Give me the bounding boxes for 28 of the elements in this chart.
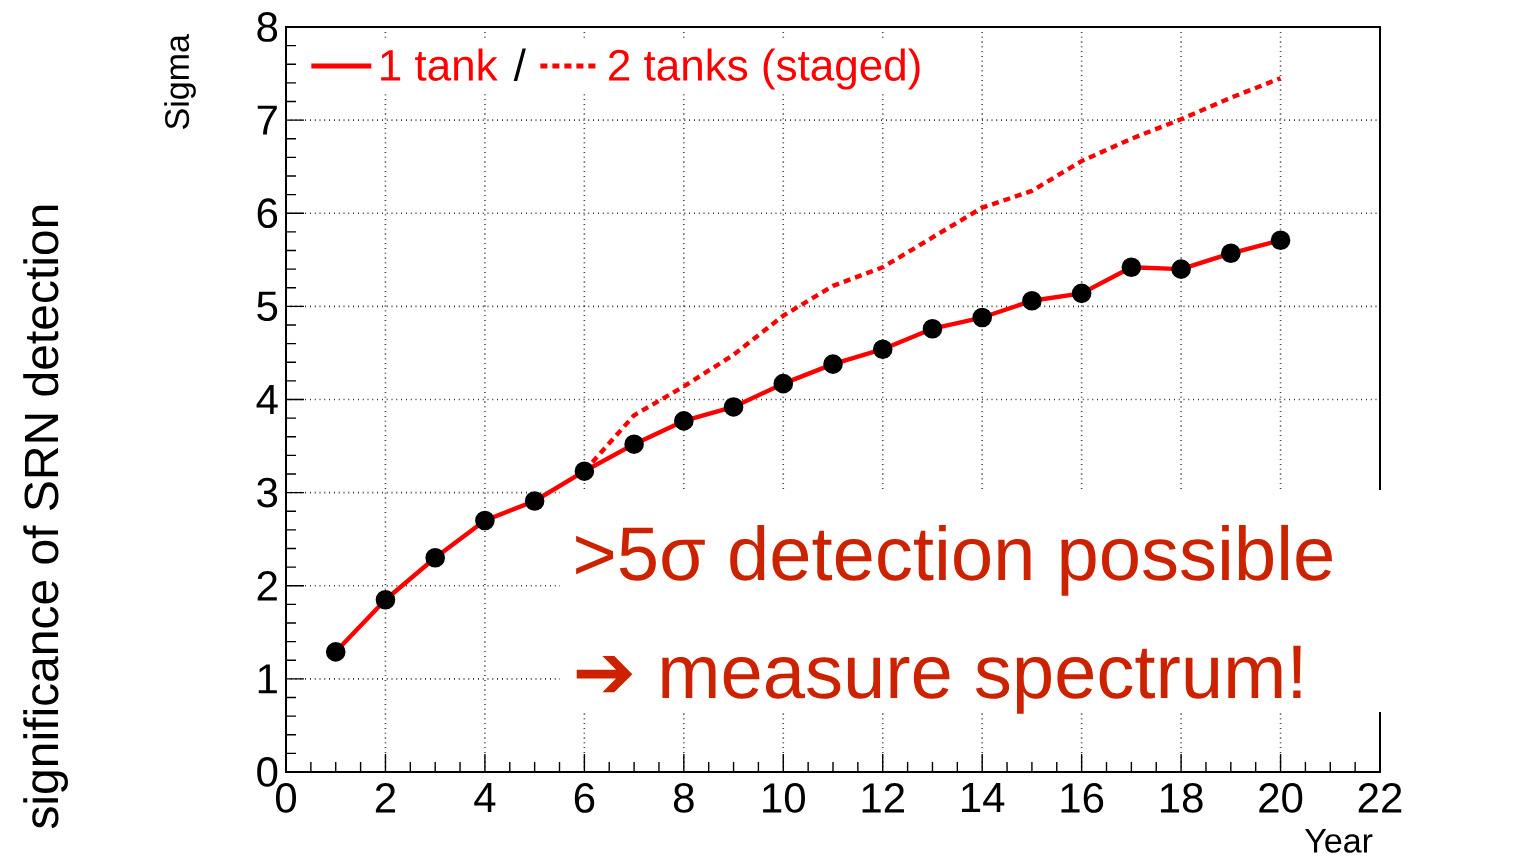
- x-tick-label: 22: [1358, 783, 1402, 813]
- x-tick-label: 4: [474, 783, 496, 812]
- annotation: /: [513, 48, 526, 81]
- y-tick-label: 3: [257, 477, 278, 508]
- legend-label: 1 tank: [381, 48, 498, 81]
- legend-label: 2 tanks (staged): [609, 48, 920, 90]
- x-tick-label: 8: [673, 783, 694, 813]
- y-tick-label: 0: [257, 757, 278, 787]
- y-tick-label: 5: [257, 291, 278, 322]
- y-tick-label: 1: [258, 664, 277, 694]
- y-axis-title: Sigma: [164, 34, 196, 129]
- x-tick-label: 18: [1160, 783, 1203, 813]
- x-tick-label: 14: [962, 783, 1005, 812]
- annotation: >5σ detection possible: [576, 524, 1332, 596]
- x-tick-label: 20: [1259, 783, 1303, 813]
- x-tick-label: 16: [1061, 783, 1104, 813]
- y-tick-label: 8: [257, 12, 278, 42]
- y-tick-label: 4: [256, 385, 278, 414]
- text: significance of SRN detection: [23, 205, 68, 829]
- y-tick-label: 7: [257, 105, 277, 135]
- x-axis-title: Year: [1305, 829, 1373, 853]
- x-tick-label: 6: [574, 783, 595, 813]
- y-tick-label: 6: [257, 198, 278, 229]
- annotation: ➔ measure spectrum!: [576, 645, 1301, 714]
- x-tick-label: 12: [862, 783, 904, 813]
- y-tick-label: 2: [257, 571, 277, 601]
- x-tick-label: 2: [375, 783, 396, 813]
- x-tick-label: 10: [763, 783, 805, 813]
